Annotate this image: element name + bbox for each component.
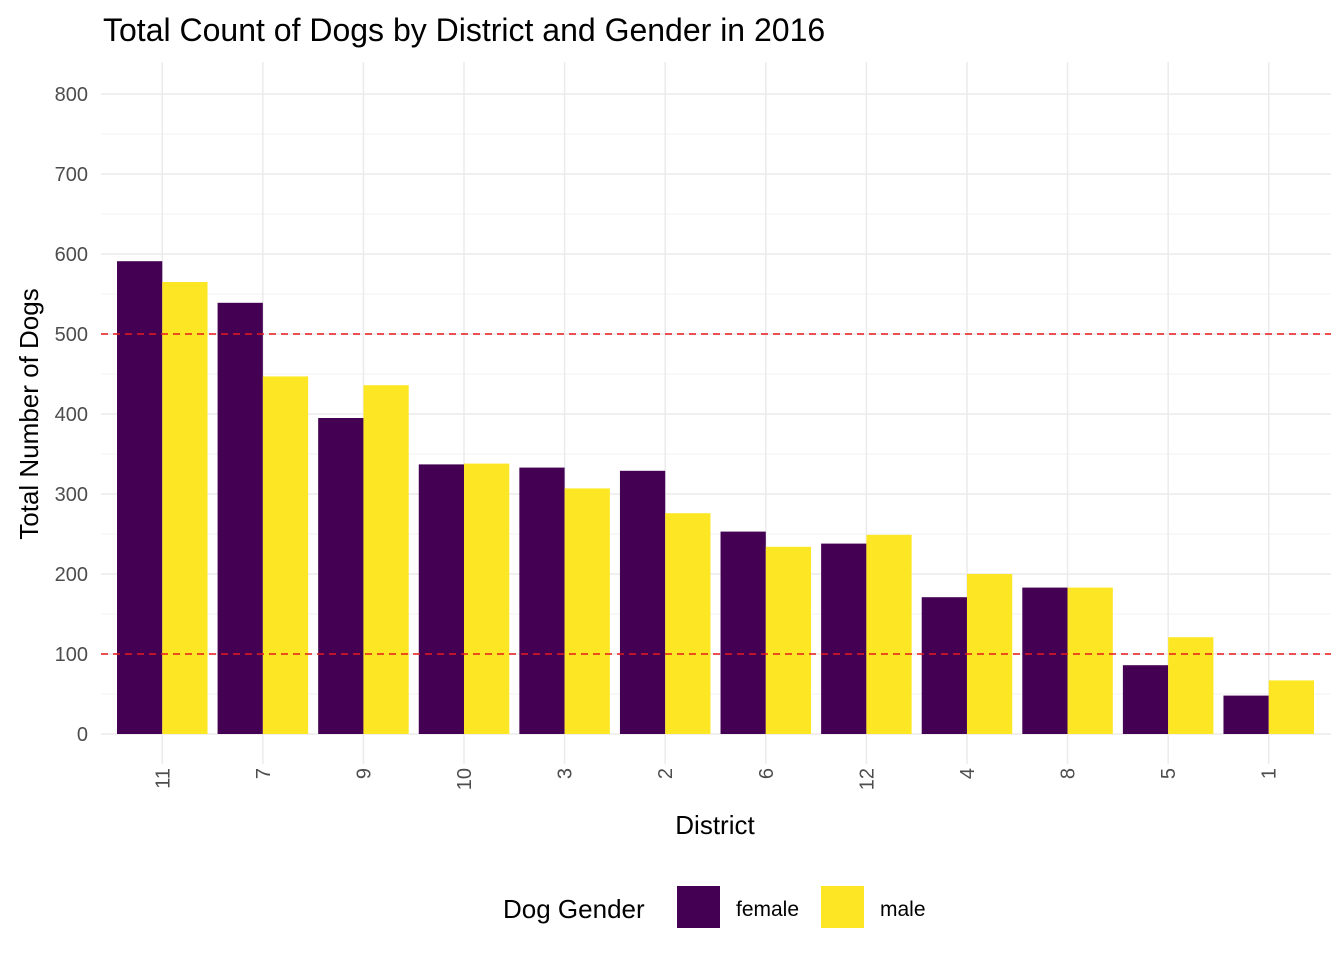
bar-female-district-4 [921,597,967,734]
bar-male-district-2 [665,513,711,734]
bar-female-district-10 [418,464,465,734]
bars-layer [117,261,1314,734]
y-tick-label: 500 [55,324,88,346]
bar-male-district-3 [564,488,610,734]
bar-male-district-11 [162,282,208,734]
bar-male-district-9 [363,385,409,734]
x-tick-label: 3 [555,768,577,779]
x-tick-labels: 11 7 9 10 3 2 6 12 4 8 5 1 [152,768,1280,790]
bar-female-district-8 [1022,587,1068,734]
y-axis-title: Total Number of Dogs [14,288,44,539]
x-tick-label: 2 [655,768,677,779]
x-tick-label: 11 [152,768,174,789]
bar-male-district-6 [765,546,812,734]
y-tick-label: 400 [55,404,88,426]
bar-female-district-9 [318,418,364,734]
y-tick-label: 800 [55,84,88,106]
bar-male-district-1 [1268,680,1314,734]
bar-female-district-12 [821,543,867,734]
y-tick-label: 600 [55,244,88,266]
y-tick-label: 200 [55,564,88,586]
y-tick-label: 300 [55,484,88,506]
x-tick-label: 6 [756,768,778,779]
x-tick-label: 1 [1259,768,1281,779]
bar-male-district-10 [464,463,510,734]
x-tick-label: 12 [856,768,878,790]
y-tick-labels: 0 100 200 300 400 500 600 700 800 [55,84,88,746]
bar-female-district-1 [1223,695,1269,734]
y-tick-label: 100 [55,644,88,666]
bar-male-district-8 [1067,587,1113,734]
bar-female-district-2 [619,470,666,734]
x-tick-label: 9 [353,768,375,779]
x-tick-label: 7 [253,768,275,779]
bar-female-district-11 [117,261,163,734]
legend-key-male [821,886,864,928]
legend-label-female: female [736,898,799,921]
x-tick-label: 8 [1058,768,1080,779]
bar-female-district-3 [519,467,565,734]
y-tick-label: 0 [77,724,88,746]
bar-female-district-5 [1122,665,1169,734]
x-tick-label: 4 [957,768,979,779]
legend-key-female [677,886,720,928]
reference-lines [101,333,1331,655]
bar-female-district-6 [720,531,766,734]
bar-male-district-12 [866,534,912,734]
bar-female-district-7 [217,302,263,734]
legend-title: Dog Gender [503,894,645,924]
x-axis-title: District [675,810,755,840]
legend: Dog Gender female male [503,886,926,928]
chart-title: Total Count of Dogs by District and Gend… [103,12,825,48]
x-tick-label: 5 [1158,768,1180,779]
x-tick-label: 10 [454,768,476,790]
y-tick-label: 700 [55,164,88,186]
bar-male-district-7 [262,376,309,734]
bar-male-district-5 [1168,637,1214,734]
legend-label-male: male [880,898,926,921]
